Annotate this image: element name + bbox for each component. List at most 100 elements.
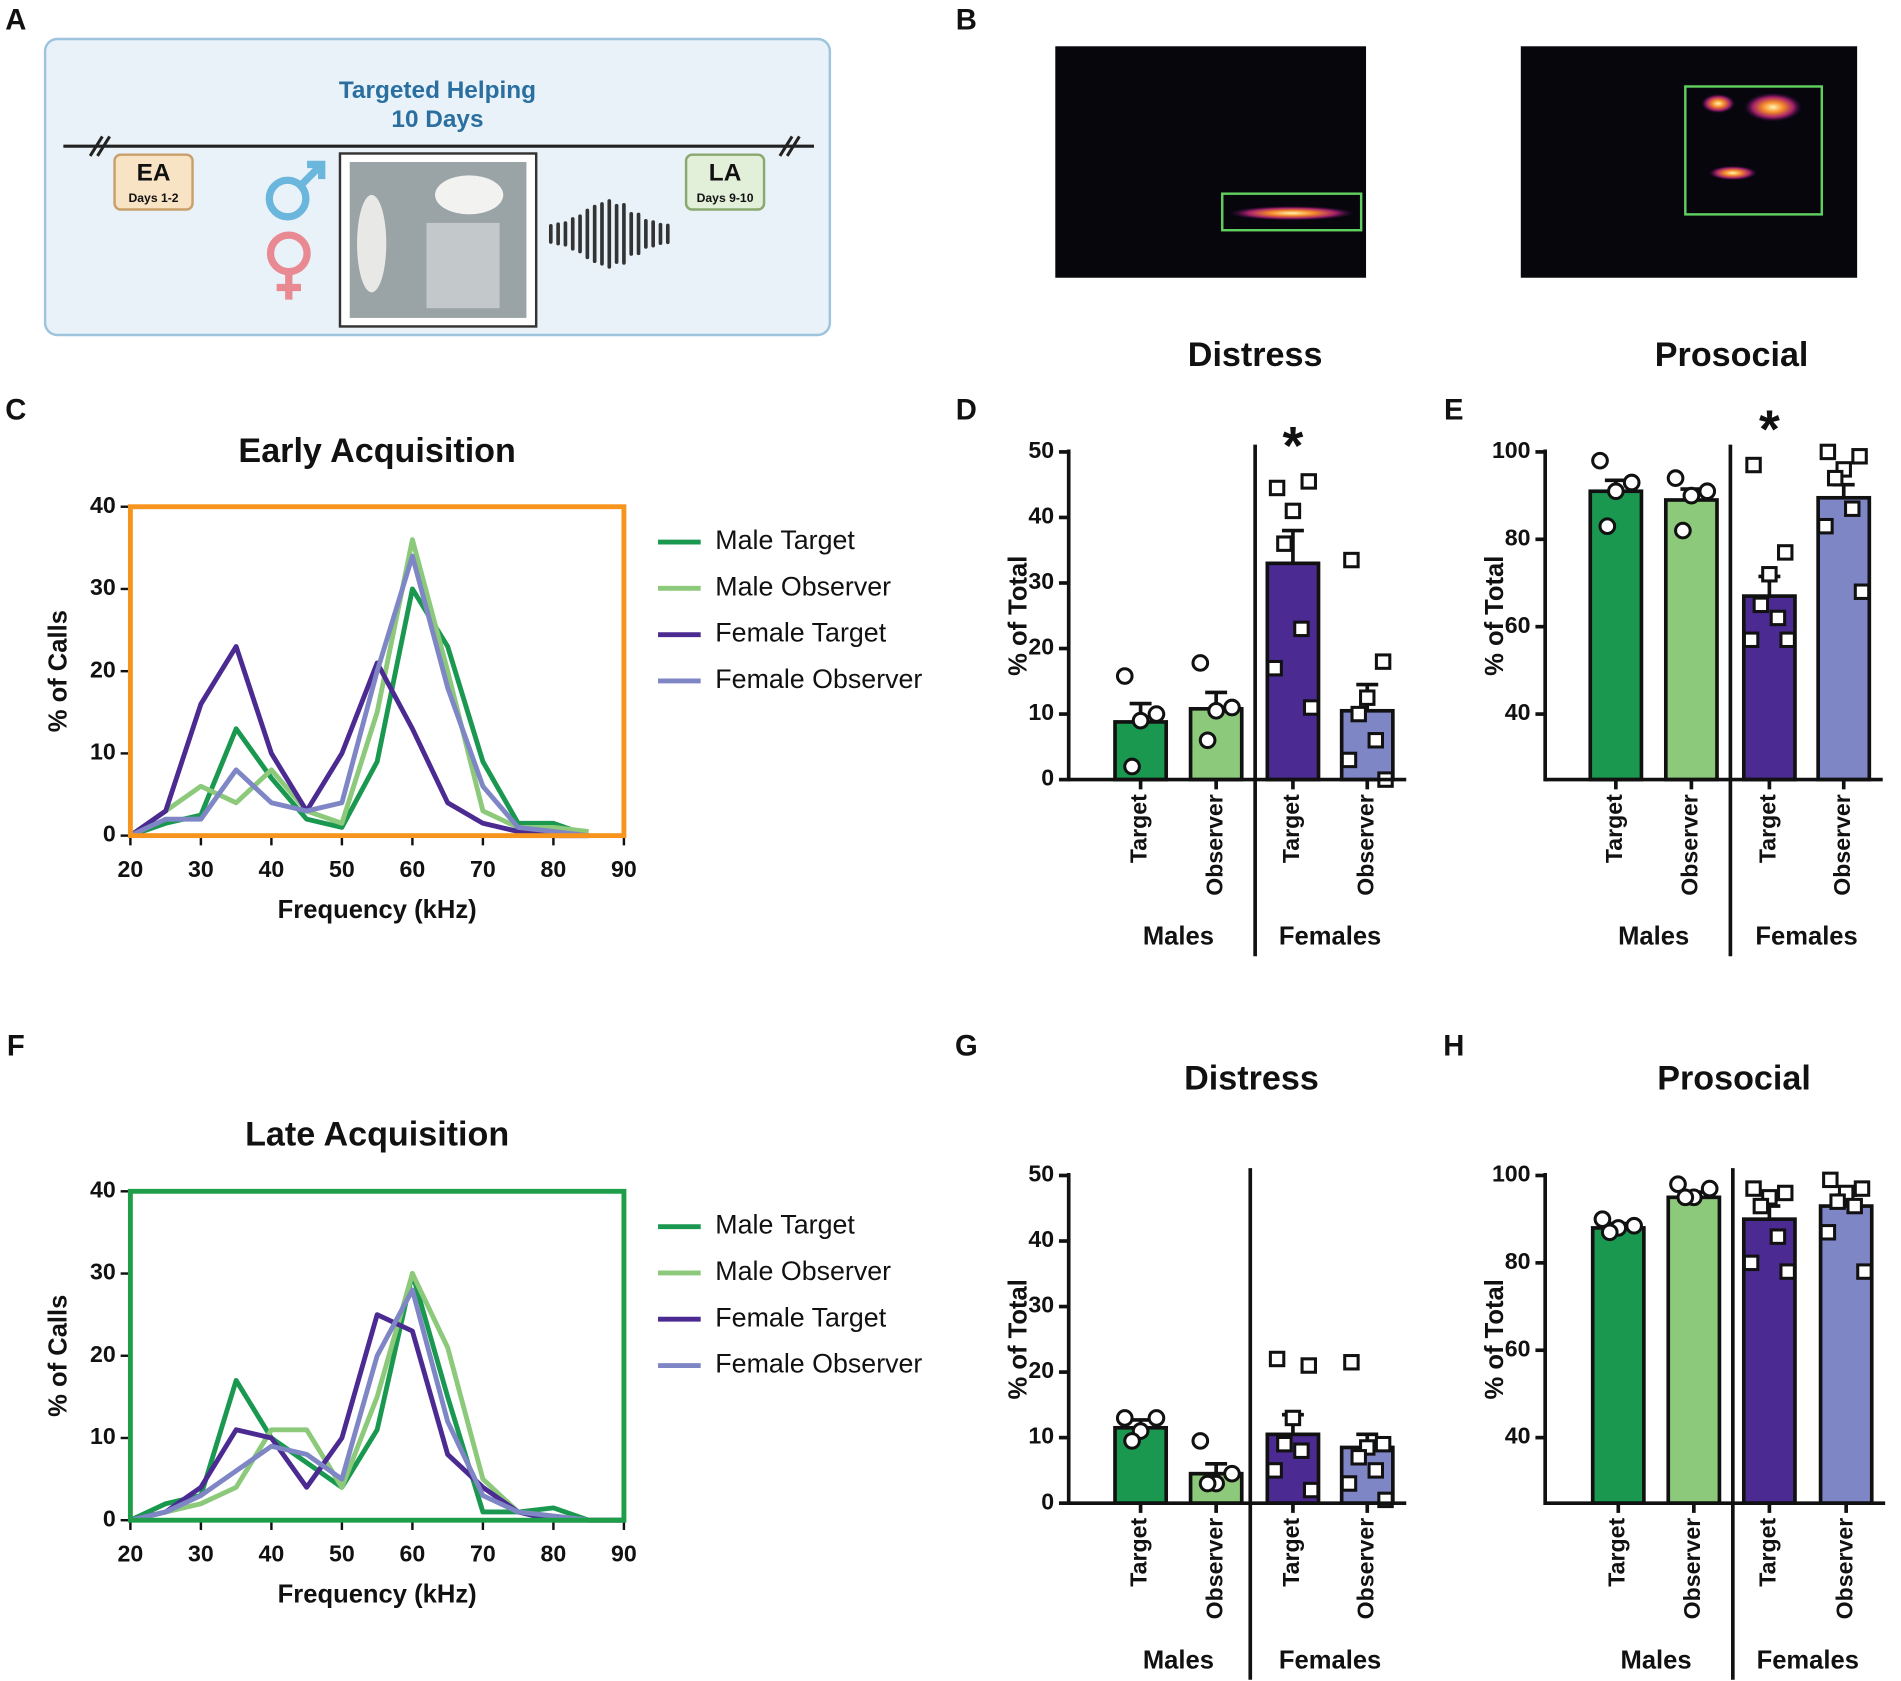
x-tick-label: Target	[1126, 1517, 1152, 1586]
x-tick-label: 50	[329, 1541, 355, 1567]
x-tick-label: Observer	[1352, 1518, 1378, 1620]
bar	[1113, 720, 1169, 782]
la-box	[684, 153, 766, 211]
x-tick-label: 50	[329, 856, 355, 882]
data-point	[1779, 631, 1796, 649]
call-blob	[1228, 205, 1356, 221]
waveform	[548, 199, 670, 269]
y-tick-label: 40	[1505, 1423, 1531, 1449]
data-point	[1123, 757, 1141, 776]
data-point	[1367, 732, 1385, 749]
significance: *	[1282, 416, 1303, 476]
bar	[1588, 489, 1644, 782]
x-tick-label: Target	[1278, 794, 1304, 863]
legend-label: Female Observer	[715, 664, 922, 694]
data-point	[1607, 482, 1625, 501]
bar	[1590, 1226, 1646, 1505]
data-point	[1147, 705, 1166, 723]
x-axis-label: Frequency (kHz)	[278, 896, 477, 924]
sex-icons	[265, 160, 326, 300]
group-label: Males	[1621, 1646, 1692, 1674]
x-tick-label: 60	[400, 1541, 426, 1567]
la-label: LA	[709, 160, 741, 187]
data-point	[1350, 1449, 1367, 1466]
data-point	[1826, 469, 1844, 487]
data-point	[1340, 1475, 1358, 1492]
panel-label: E	[1444, 394, 1464, 426]
data-point	[1302, 699, 1320, 716]
data-point	[1223, 1464, 1241, 1483]
data-point	[1742, 631, 1760, 649]
bar	[1816, 495, 1872, 782]
data-point	[1742, 1254, 1760, 1272]
y-tick-label: 40	[1505, 699, 1531, 725]
y-tick-label: 20	[90, 1341, 116, 1367]
data-point	[1819, 1224, 1837, 1241]
bar	[1818, 1204, 1874, 1505]
y-tick-label: 80	[1505, 524, 1531, 550]
diagram-subtitle: 10 Days	[391, 106, 483, 133]
data-point	[1343, 551, 1360, 569]
data-point	[1674, 521, 1692, 540]
x-tick-label: 90	[611, 856, 637, 882]
data-point	[1302, 1481, 1320, 1499]
data-point	[1367, 1462, 1385, 1479]
chart-title: Distress	[1184, 1059, 1319, 1097]
photo-detail	[426, 222, 500, 309]
group-label: Females	[1279, 1646, 1381, 1674]
data-point	[1266, 659, 1283, 677]
data-point	[1300, 473, 1317, 490]
x-tick-label: Observer	[1201, 794, 1227, 896]
panel-label: A	[5, 5, 26, 37]
data-point	[1682, 486, 1701, 505]
diagram: Targeted Helping 10 Days EA Days 1-2 LA …	[43, 37, 832, 337]
x-tick-label: 70	[470, 856, 496, 882]
data-point	[1191, 1432, 1210, 1450]
data-point	[1698, 482, 1717, 501]
x-tick-label: Target	[1754, 1517, 1780, 1586]
data-point	[1276, 1435, 1293, 1453]
group-label: Males	[1618, 923, 1689, 951]
spectrograms	[1055, 46, 1858, 278]
legend-label: Female Target	[715, 1302, 886, 1332]
chart-title: Late Acquisition	[245, 1116, 509, 1154]
group-label: Females	[1757, 1646, 1859, 1674]
legend-label: Female Observer	[715, 1349, 922, 1379]
data-point	[1293, 1442, 1310, 1459]
y-tick-label: 60	[1505, 1335, 1531, 1361]
x-tick-label: 70	[470, 1541, 496, 1567]
y-tick-label: 10	[1028, 699, 1054, 725]
data-point	[1853, 1180, 1871, 1197]
series-line	[128, 644, 589, 839]
data-point	[1822, 1171, 1839, 1189]
plot-frame	[127, 1188, 627, 1523]
y-tick-label: 100	[1492, 437, 1531, 463]
data-point	[1207, 701, 1225, 720]
break-mark	[88, 135, 801, 157]
x-tick-label: 40	[259, 1541, 285, 1567]
data-point	[1198, 731, 1217, 750]
data-point	[1676, 1188, 1695, 1207]
data-point	[1752, 596, 1770, 614]
data-point	[1147, 1409, 1166, 1427]
data-point	[1593, 1210, 1612, 1229]
data-point	[1293, 620, 1310, 638]
legend-label: Male Observer	[715, 1256, 891, 1286]
series-line	[129, 1312, 624, 1523]
legend-label: Male Target	[715, 1210, 855, 1240]
data-point	[1752, 1197, 1770, 1215]
chart-title: Prosocial	[1655, 336, 1809, 374]
spectrogram	[1055, 46, 1367, 278]
chart-title: Distress	[1188, 336, 1323, 374]
y-axis-label: % of Total	[1481, 1279, 1509, 1399]
y-tick-label: 50	[1028, 1161, 1054, 1187]
x-tick-label: Observer	[1829, 794, 1855, 896]
call-box	[1684, 85, 1824, 216]
error-bar	[1281, 528, 1304, 564]
y-tick-label: 10	[90, 1423, 116, 1449]
data-point	[1198, 1474, 1217, 1493]
data-point	[1266, 1462, 1283, 1479]
data-point	[1777, 1184, 1794, 1202]
x-tick-label: Target	[1754, 794, 1780, 863]
